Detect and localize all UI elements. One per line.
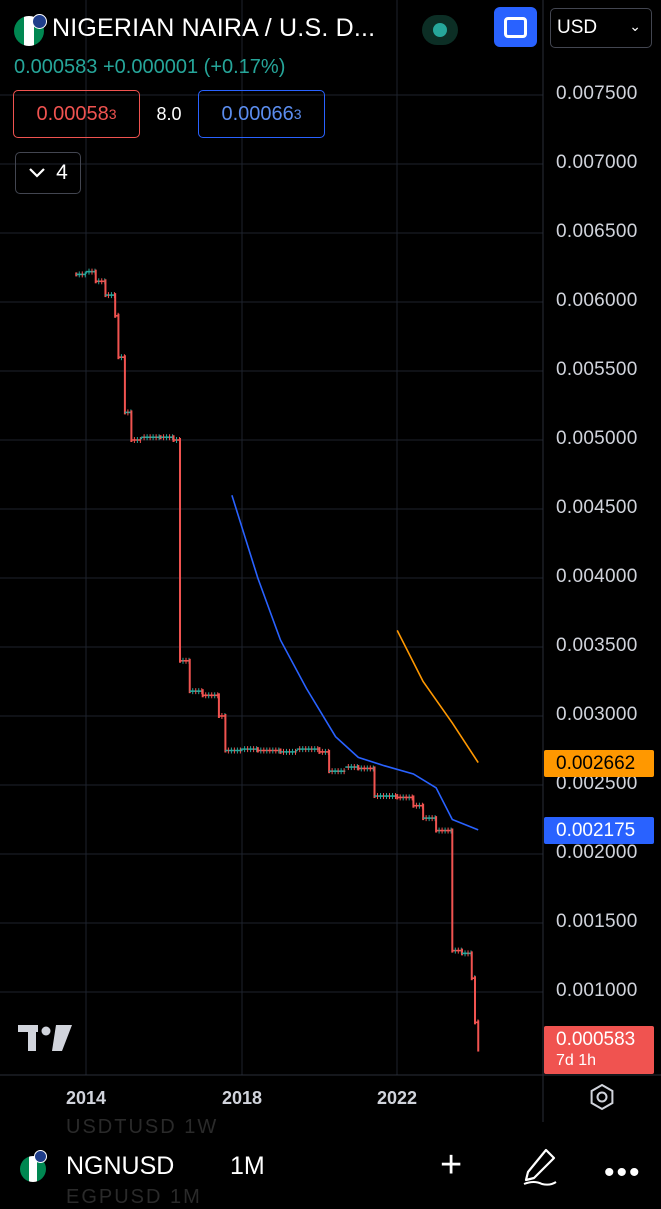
fullscreen-button[interactable] [494,7,537,47]
chevron-down-icon: ⌄ [629,18,641,34]
price-axis-label: 0.001500 [556,911,638,932]
chart-grid [0,0,543,1075]
currency-select[interactable]: USD ⌄ [550,8,652,48]
price-axis-label: 0.003500 [556,635,638,656]
indicator-count: 4 [56,161,68,184]
moving-average-blue-line [231,494,479,831]
bar-countdown: 7d 1h [556,1052,597,1069]
ghost-symbol-below: EGPUSD 1M [66,1186,202,1208]
price-axis-label: 0.007000 [556,152,638,173]
fullscreen-icon [504,16,527,38]
buy-button[interactable]: 0.00066 3 [198,90,325,138]
live-status-icon [422,15,458,45]
price-axis-label: 0.005500 [556,359,638,380]
more-icon[interactable]: ••• [604,1156,642,1189]
last-price-tag: 0.000583 7d 1h [544,1026,654,1074]
interval-selector[interactable]: 1M [230,1152,265,1180]
usa-flag-icon [32,14,47,29]
nigeria-flag-icon [14,16,44,46]
time-axis-label: 2014 [65,1088,107,1108]
sell-price-pip: 3 [108,106,117,122]
symbol-title[interactable]: NIGERIAN NAIRA / U.S. D... [52,14,376,42]
moving-average-orange-line [396,630,479,764]
candle-series [75,268,480,1052]
settings-icon[interactable] [588,1083,616,1111]
symbol-selector[interactable]: NGNUSD [66,1152,175,1180]
price-axis-label: 0.007500 [556,83,638,104]
currency-value: USD [557,17,598,38]
price-axis-label: 0.006000 [556,290,638,311]
price-axis-label: 0.004000 [556,566,638,587]
indicators-toggle-button[interactable]: 4 [15,152,81,194]
price-axis-label: 0.005000 [556,428,638,449]
time-axis-label: 2022 [376,1088,418,1108]
buy-price: 0.00066 [221,102,294,125]
orange-ma-price-tag: 0.002662 [544,750,654,777]
blue-ma-price-tag: 0.002175 [544,817,654,844]
price-axis-label: 0.004500 [556,497,638,518]
price-summary: 0.000583 +0.000001 (+0.17%) [14,56,285,79]
price-axis-label: 0.002000 [556,842,638,863]
price-change: +0.000001 [102,56,199,78]
nigeria-flag-icon [20,1156,46,1182]
plus-icon[interactable]: + [440,1144,463,1186]
spread-value: 8.0 [156,104,182,124]
price-axis-label: 0.001000 [556,980,638,1001]
buy-price-pip: 3 [293,106,302,122]
price-change-percent: (+0.17%) [203,56,286,78]
usa-flag-icon [34,1150,47,1163]
sell-button[interactable]: 0.00058 3 [13,90,140,138]
price-axis-label: 0.003000 [556,704,638,725]
tradingview-logo [18,1025,72,1051]
chevron-down-icon [29,168,45,178]
ghost-symbol-above: USDTUSD 1W [66,1116,219,1138]
price-axis-label: 0.002500 [556,773,638,794]
price-axis-label: 0.006500 [556,221,638,242]
pen-icon[interactable] [522,1146,558,1186]
last-price-tag-value: 0.000583 [556,1029,636,1050]
last-price: 0.000583 [14,56,98,78]
sell-price: 0.00058 [36,102,109,125]
bottom-toolbar [0,1130,661,1200]
time-axis-label: 2018 [221,1088,263,1108]
